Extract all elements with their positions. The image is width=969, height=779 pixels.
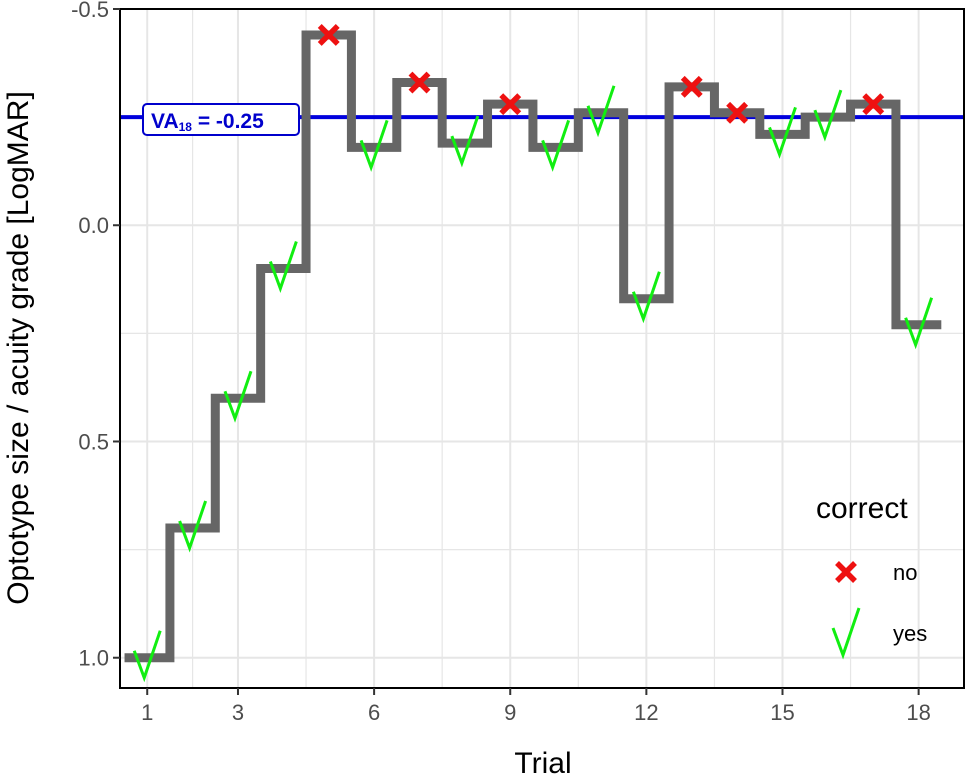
marker-yes-check-mark: [541, 119, 571, 172]
marker-yes-check-mark: [631, 271, 661, 324]
legend-x-mark-icon: [835, 561, 857, 583]
va-annotation-box: [142, 103, 300, 136]
x-tick-label: 15: [770, 700, 794, 725]
step-line-group: [124, 30, 942, 663]
x-tick-label: 9: [504, 700, 516, 725]
y-tick-label: -0.5: [71, 0, 109, 22]
marker-yes-check-mark: [768, 106, 797, 159]
y-axis-title: Optotype size / acuity grade [LogMAR]: [2, 91, 35, 605]
va-annotation: VA18 = -0.25: [142, 103, 300, 136]
legend-label-yes: yes: [893, 621, 927, 646]
legend-label-no: no: [893, 560, 917, 585]
marker-yes-check-mark: [586, 85, 616, 138]
marker-yes-check-mark: [178, 500, 208, 553]
marker-no-x-mark: [499, 93, 522, 116]
va-label-main: VA: [151, 110, 179, 133]
marker-no-x-mark: [408, 71, 431, 94]
va-label-rest: = -0.25: [192, 110, 264, 133]
y-tick-label: 1.0: [78, 646, 109, 671]
plot-panel-border: [119, 8, 965, 689]
marker-yes-check-mark: [223, 370, 253, 423]
step-line: [124, 30, 942, 663]
marker-yes-check-mark: [904, 297, 934, 350]
legend-item-no: no: [835, 560, 917, 585]
x-tick-label: 1: [141, 700, 153, 725]
marker-no-x-mark: [680, 75, 703, 98]
marker-yes-check-mark: [813, 89, 843, 142]
y-tick-label: 0.0: [78, 213, 109, 238]
x-tick-label: 12: [634, 700, 658, 725]
marker-no-x-mark: [317, 24, 340, 46]
marker-no-x-mark: [726, 101, 749, 124]
va-label-sub: 18: [179, 120, 193, 134]
marker-yes-check-mark: [268, 241, 298, 293]
va-annotation-text: VA18 = -0.25: [151, 110, 264, 134]
marker-yes-check-mark: [450, 115, 480, 168]
x-tick-label: 6: [368, 700, 380, 725]
x-tick-label: 18: [906, 700, 930, 725]
marker-yes-check-mark: [132, 630, 162, 683]
legend-items: no yes: [831, 560, 927, 660]
marker-yes-check-mark: [359, 119, 389, 172]
y-tick-label: 0.5: [78, 429, 109, 454]
legend: correct no yes: [816, 492, 927, 660]
x-tick-label: 3: [232, 700, 244, 725]
marker-no-x-mark: [862, 93, 885, 116]
legend-title: correct: [816, 492, 908, 525]
data-markers: [132, 24, 934, 683]
x-axis-title: Trial: [514, 747, 571, 779]
axes: -0.5 0.0 0.5 1.0 1 3 6 9 12 15 18: [71, 0, 931, 725]
legend-check-mark-icon: [831, 607, 861, 660]
legend-item-yes: yes: [831, 607, 927, 660]
